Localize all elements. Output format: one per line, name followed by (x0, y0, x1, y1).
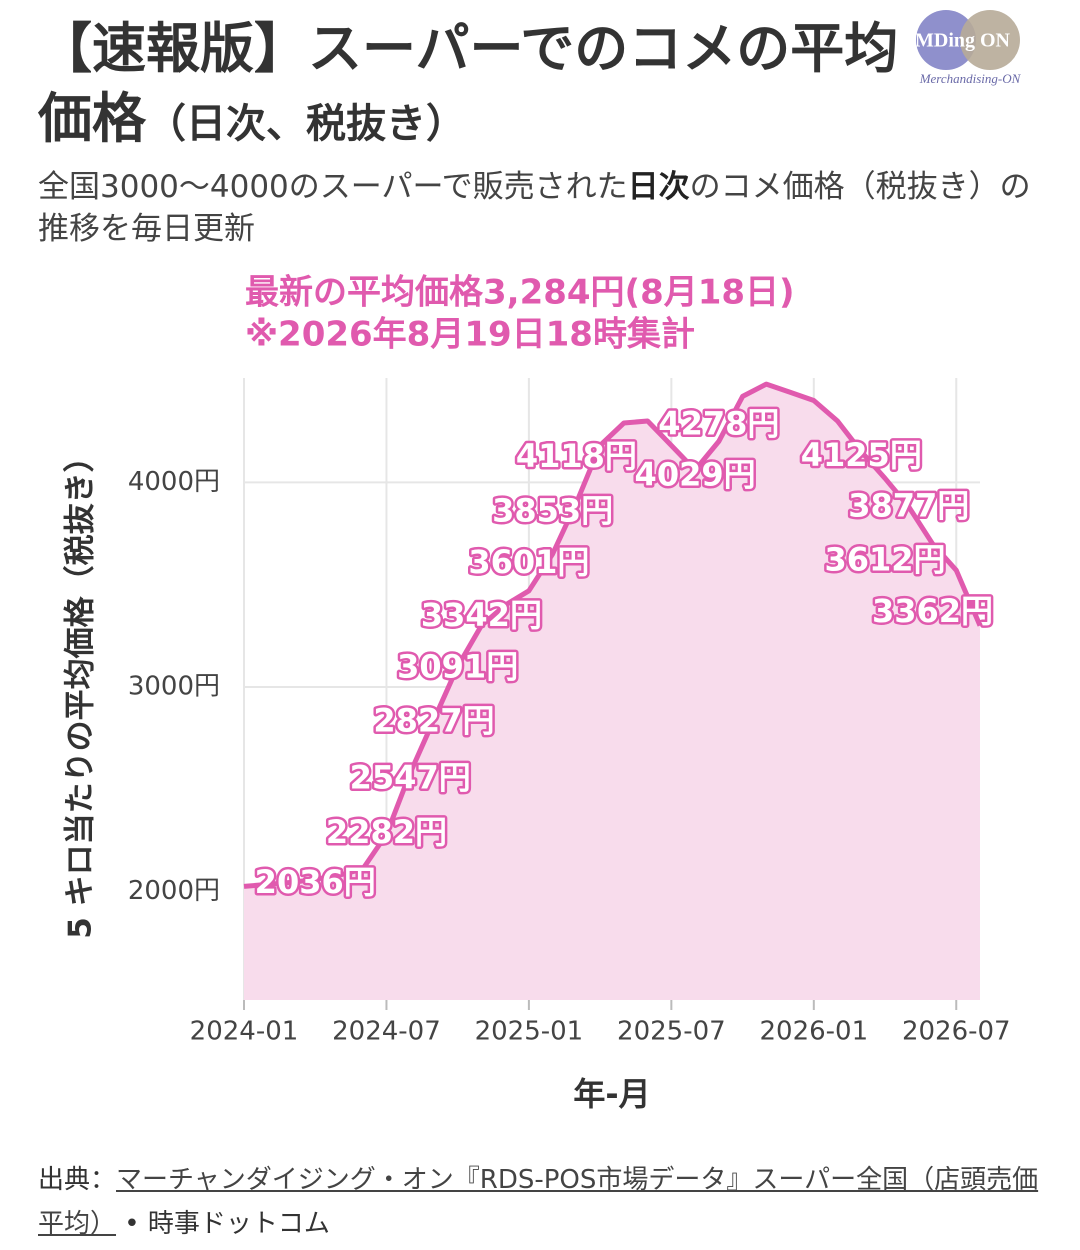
subtitle: 全国3000〜4000のスーパーで販売された日次のコメ価格（税抜き）の推移を毎日… (38, 166, 1048, 250)
plot-area (243, 378, 983, 1001)
data-label: 3877円 (848, 487, 969, 525)
logo-text: ON (980, 30, 1011, 52)
data-label: 3362円 (872, 592, 993, 630)
y-tick-label: 3000円 (128, 671, 220, 701)
title: 【速報版】スーパーでのコメの平均価格（日次、税抜き） (38, 14, 918, 159)
x-axis-title: 年-月 (573, 1075, 650, 1113)
source-prefix: 出典： (38, 1165, 117, 1195)
x-tick-label: 2025-01 (475, 1017, 584, 1047)
x-tick-label: 2026-07 (902, 1017, 1011, 1047)
subtitle-text: 全国3000〜4000のスーパーで販売された (38, 169, 628, 205)
annotation: 最新の平均価格3,284円(8月18日) (245, 273, 795, 313)
source-extra: • 時事ドットコム (124, 1209, 330, 1239)
subtitle-text: のコメ価格（税抜き）の推移を毎日更新 (38, 169, 1031, 247)
line (243, 381, 983, 889)
data-label: 4029円 (635, 455, 756, 493)
data-label: 3342円 (421, 596, 542, 634)
logo-text: MDing (915, 30, 975, 52)
data-label: 2547円 (350, 759, 471, 797)
data-label: 4278円 (658, 404, 779, 442)
logo: MDing ON Merchandising-ON (915, 10, 1022, 86)
annotation: ※2026年8月19日18時集計 (245, 315, 695, 355)
title-main: 【速報版】スーパーでのコメの平均価格 (38, 17, 899, 150)
x-tick-label: 2025-07 (617, 1017, 726, 1047)
logo-caption: Merchandising-ON (919, 71, 1022, 86)
data-label: 2282円 (326, 813, 447, 851)
data-label: 4118円 (516, 437, 637, 475)
area (244, 384, 980, 1001)
title-suffix: （日次、税抜き） (146, 101, 466, 147)
data-label: 3601円 (468, 543, 589, 581)
chart: MDing ON Merchandising-ON 最新の平均価格3,284円(… (63, 10, 1022, 1113)
data-label: 2827円 (373, 701, 494, 739)
x-tick-label: 2024-01 (190, 1017, 299, 1047)
x-tick-label: 2026-01 (759, 1017, 868, 1047)
data-label: 3853円 (492, 491, 613, 529)
data-label: 2036円 (255, 863, 376, 901)
data-label: 3612円 (824, 541, 945, 579)
logo-circle (916, 10, 976, 70)
y-tick-label: 2000円 (128, 876, 220, 906)
logo-circle (960, 10, 1020, 70)
source-link[interactable]: マーチャンダイジング・オン『RDS-POS市場データ』スーパー全国（店頭売価平均… (38, 1165, 1039, 1239)
data-label: 4125円 (801, 436, 922, 474)
x-tick-label: 2024-07 (332, 1017, 441, 1047)
y-axis-title: 5 キロ当たりの平均価格（税抜き） (63, 441, 99, 938)
source: 出典：マーチャンダイジング・オン『RDS-POS市場データ』スーパー全国（店頭売… (38, 1158, 1048, 1246)
subtitle-bold: 日次 (627, 169, 690, 205)
data-label: 3091円 (397, 647, 518, 685)
y-tick-label: 4000円 (128, 467, 220, 497)
